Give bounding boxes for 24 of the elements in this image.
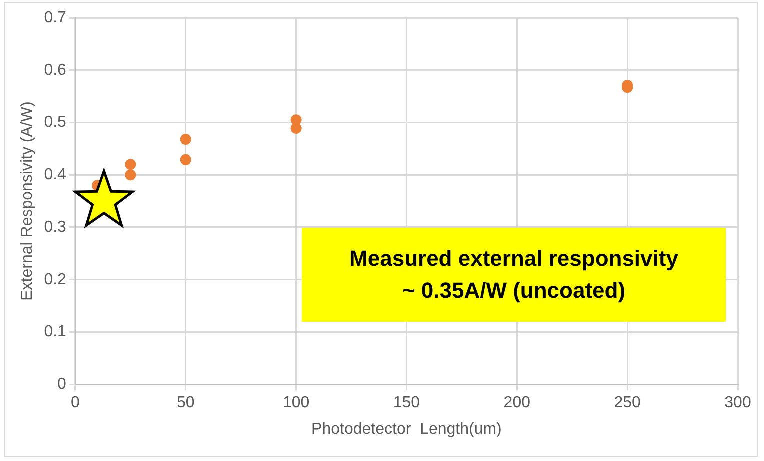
x-tick-label: 0 [70, 394, 80, 412]
x-tick-label: 250 [614, 394, 642, 412]
y-tick-label: 0.7 [44, 9, 67, 26]
x-tick-label: 100 [282, 394, 310, 412]
x-tick-label: 150 [393, 394, 420, 412]
y-tick-label: 0.3 [44, 218, 67, 236]
point [180, 154, 192, 166]
y-tick-label: 0 [58, 376, 67, 394]
x-tick-label: 50 [176, 394, 195, 412]
callout-box: Measured external responsivity ~ 0.35A/W (uncoated) [302, 228, 726, 322]
point [125, 170, 136, 181]
y-tick-label: 0.2 [44, 271, 67, 288]
y-tick-label: 0.6 [44, 62, 67, 79]
point [125, 159, 136, 170]
y-tick-label: 0.5 [44, 114, 67, 132]
point [290, 123, 302, 134]
annotation: Measured external responsivity ~ 0.35A/W (uncoated) [348, 245, 680, 305]
x-axis-title: Photodetector Length(um) [312, 420, 502, 438]
y-tick-label: 0.1 [44, 324, 67, 341]
point [180, 134, 192, 145]
x-tick-label: 200 [504, 394, 531, 412]
y-axis-title: External Responsivity (A/W) [19, 102, 36, 301]
y-tick-label: 0.4 [44, 166, 67, 184]
x-tick-label: 300 [724, 394, 752, 412]
